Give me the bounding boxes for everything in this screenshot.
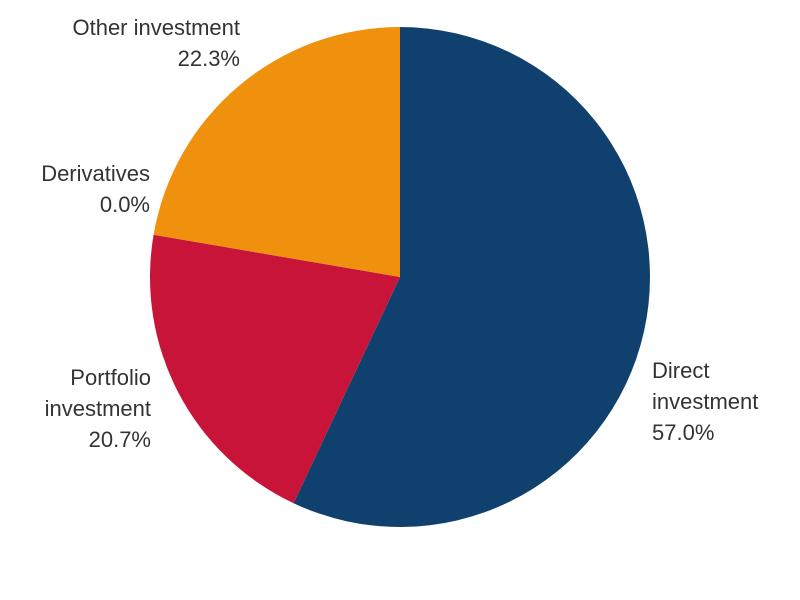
label-line: investment <box>44 396 151 421</box>
value-label: 57.0% <box>652 420 715 445</box>
label-other-investment: Other investment 22.3% <box>72 12 240 74</box>
label-direct-investment: Direct investment 57.0% <box>652 355 758 448</box>
pie-slice-portfolio-investment <box>150 234 400 504</box>
pie-slice-other-investment <box>153 27 400 277</box>
label-portfolio-investment: Portfolio investment 20.7% <box>45 362 151 455</box>
label-line: Portfolio <box>70 365 151 390</box>
label-line: Direct <box>652 358 710 383</box>
value-label: 0.0% <box>99 192 150 217</box>
pie-slice-direct-investment <box>293 27 650 527</box>
label-derivatives: Derivatives 0.0% <box>41 158 150 220</box>
value-label: 22.3% <box>177 46 240 71</box>
value-label: 20.7% <box>88 427 151 452</box>
label-line: Derivatives <box>41 161 150 186</box>
label-line: Other investment <box>72 15 240 40</box>
label-line: investment <box>652 389 759 414</box>
